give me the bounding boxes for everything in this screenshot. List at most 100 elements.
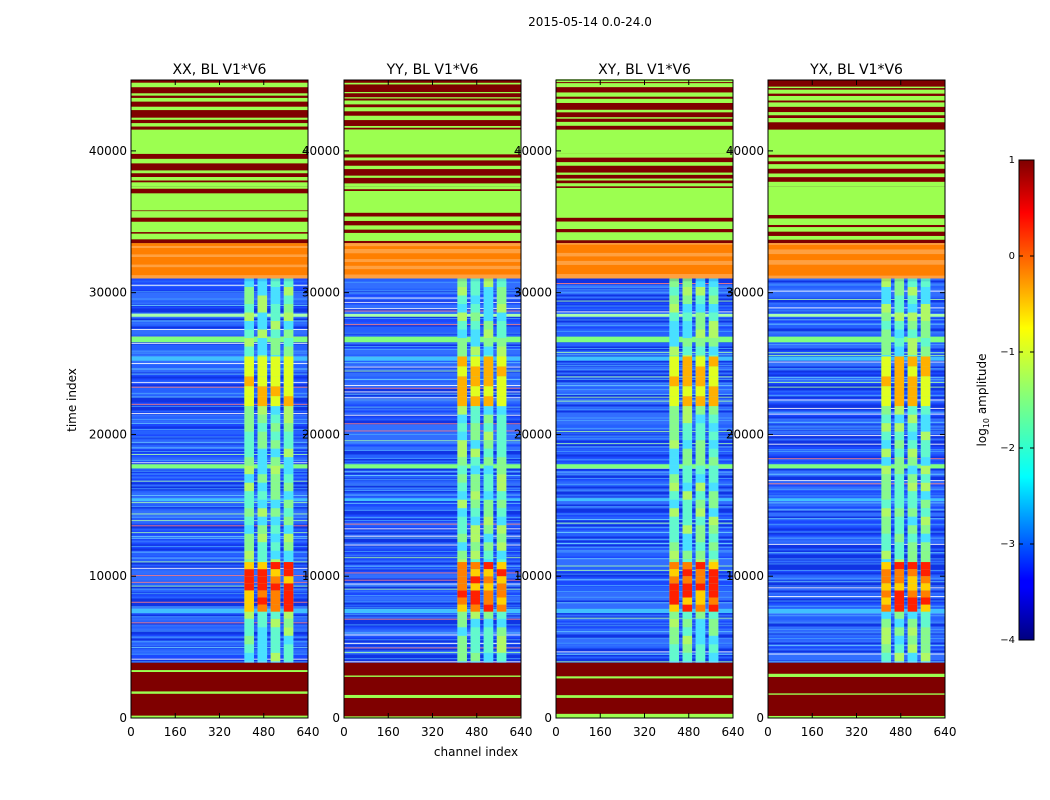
time-stripe <box>131 418 308 420</box>
speckle-row <box>768 596 945 599</box>
speckle-row <box>768 564 945 567</box>
time-stripe <box>344 661 521 663</box>
speckle-row <box>344 444 521 447</box>
speckle-row <box>768 316 945 319</box>
speckle-row <box>131 620 308 623</box>
warm-block <box>894 396 905 407</box>
speckle-row <box>768 440 945 443</box>
time-stripe <box>131 622 308 624</box>
time-stripe <box>344 370 521 372</box>
band-line <box>768 181 945 187</box>
speckle-row <box>768 656 945 659</box>
speckle-row <box>768 446 945 449</box>
speckle-row <box>768 604 945 607</box>
time-stripe <box>344 579 521 581</box>
time-stripe <box>131 606 308 608</box>
channel-block <box>244 312 254 322</box>
channel-block <box>496 321 507 330</box>
speckle-row <box>131 642 308 645</box>
channel-block <box>496 482 507 492</box>
speckle-row <box>344 582 521 585</box>
panel-title: YX, BL V1*V6 <box>809 62 903 78</box>
hot-block <box>894 569 905 577</box>
wide-stripe <box>131 336 308 343</box>
channel-block <box>470 627 481 636</box>
time-stripe <box>556 532 733 534</box>
speckle-row <box>768 454 945 457</box>
time-stripe <box>344 528 521 530</box>
time-stripe <box>344 399 521 401</box>
speckle-row <box>344 570 521 573</box>
hot-block <box>669 604 679 612</box>
time-stripe <box>131 532 308 534</box>
channel-block <box>907 278 918 287</box>
channel-block <box>457 431 467 441</box>
speckle-row <box>344 278 521 281</box>
channel-block <box>708 406 719 415</box>
channel-block <box>682 550 693 560</box>
channel-block <box>283 499 294 509</box>
time-stripe <box>344 585 521 587</box>
warm-block <box>881 386 891 397</box>
speckle-row <box>556 402 733 405</box>
time-stripe <box>131 470 308 472</box>
speckle-row <box>556 556 733 559</box>
hot-block <box>695 590 706 598</box>
wide-stripe <box>131 464 308 469</box>
channel-block <box>457 346 467 356</box>
time-stripe <box>344 393 521 395</box>
warm-block <box>496 376 507 387</box>
speckle-row <box>131 374 308 377</box>
time-stripe <box>556 365 733 367</box>
time-stripe <box>344 595 521 597</box>
channel-block <box>257 338 268 347</box>
channel-block <box>682 516 693 526</box>
channel-block <box>907 627 918 636</box>
channel-block <box>881 448 891 458</box>
warm-block <box>283 376 294 387</box>
time-stripe <box>344 658 521 660</box>
speckle-row <box>131 432 308 435</box>
channel-block <box>708 465 719 475</box>
speckle-row <box>768 520 945 523</box>
hot-block <box>257 583 268 591</box>
speckle-row <box>344 500 521 503</box>
channel-block <box>257 465 268 475</box>
channel-block <box>669 286 679 296</box>
time-stripe <box>768 381 945 383</box>
hot-block <box>881 590 891 598</box>
band-line <box>556 98 733 103</box>
speckle-row <box>131 548 308 551</box>
time-stripe <box>556 526 733 528</box>
hot-block <box>894 590 905 598</box>
band-base <box>131 129 308 154</box>
speckle-row <box>556 354 733 357</box>
speckle-row <box>131 572 308 575</box>
channel-block <box>483 474 494 483</box>
y-tick-label: 0 <box>332 711 340 725</box>
speckle-row <box>344 286 521 289</box>
time-stripe <box>344 624 521 626</box>
speckle-row <box>556 284 733 287</box>
channel-block <box>907 644 918 653</box>
channel-block <box>457 627 467 636</box>
speckle-row <box>131 368 308 371</box>
channel-block <box>894 321 905 330</box>
colorbar-tick-label: −1 <box>1000 347 1015 358</box>
hot-block <box>881 569 891 577</box>
channel-block <box>881 414 891 424</box>
speckle-row <box>131 442 308 445</box>
time-stripe <box>768 509 945 511</box>
hot-block <box>920 597 931 605</box>
channel-block <box>907 406 918 415</box>
speckle-row <box>768 412 945 415</box>
channel-block <box>457 406 467 415</box>
channel-block <box>270 312 281 322</box>
speckle-row <box>131 590 308 593</box>
band-base <box>768 129 945 154</box>
time-stripe <box>131 616 308 618</box>
hot-block <box>920 583 931 591</box>
warm-block <box>470 386 481 397</box>
speckle-row <box>131 540 308 543</box>
speckle-row <box>556 404 733 407</box>
